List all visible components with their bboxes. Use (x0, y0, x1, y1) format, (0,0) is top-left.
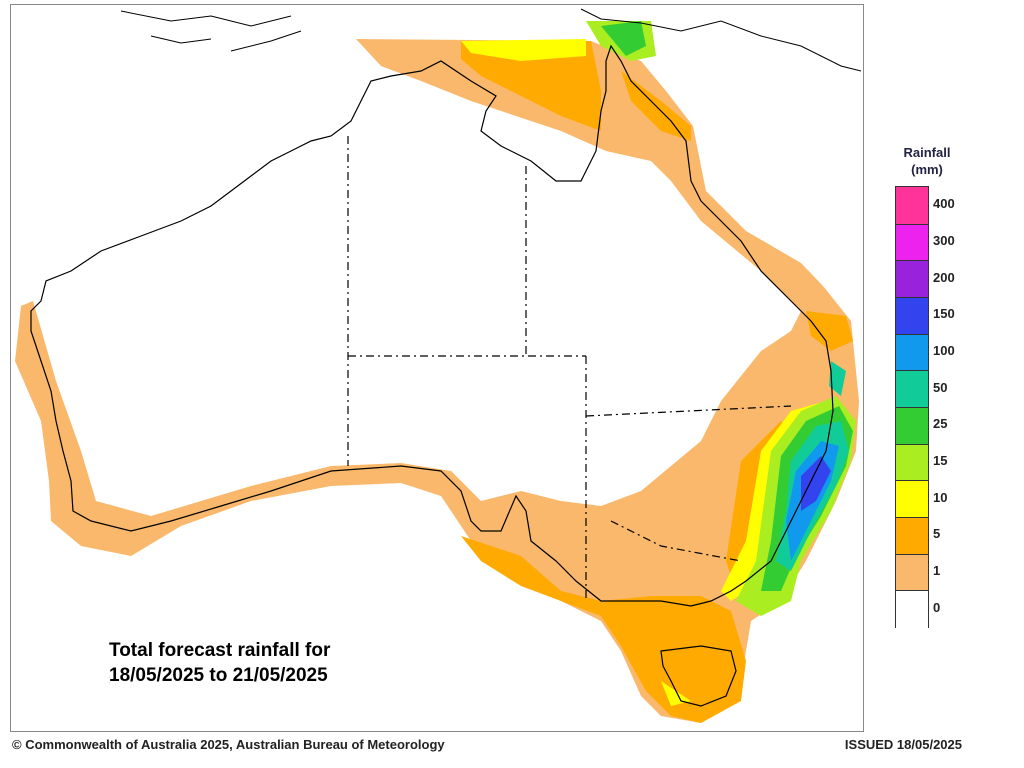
issued-date: ISSUED 18/05/2025 (844, 737, 962, 752)
legend-label-10: 10 (933, 489, 948, 505)
legend-swatch-0 (896, 590, 928, 628)
legend-label-150: 150 (933, 306, 955, 322)
legend-label-300: 300 (933, 233, 955, 248)
legend-swatch-25 (896, 407, 928, 445)
legend-swatch-1 (896, 553, 928, 592)
legend-swatch-200 (896, 260, 928, 298)
legend-label-1: 1 (933, 563, 941, 578)
map-title: Total forecast rainfall for 18/05/2025 t… (109, 638, 330, 688)
rain-band-1mm (15, 39, 859, 723)
legend-swatch-400 (896, 187, 928, 224)
legend-label-100: 100 (933, 343, 955, 358)
legend-swatch-5 (896, 517, 928, 555)
legend-swatch-300 (896, 223, 928, 262)
legend-swatch-100 (896, 333, 928, 372)
map-title-line2: 18/05/2025 to 21/05/2025 (109, 665, 328, 686)
map-title-line1: Total forecast rainfall for (109, 640, 331, 661)
legend-swatch-10 (896, 480, 928, 518)
legend-label-5: 5 (933, 526, 941, 542)
legend-label-200: 200 (933, 269, 955, 285)
legend-color-bar (895, 186, 929, 628)
rainfall-legend: Rainfall (mm) 400 300 200 150 100 50 25 15 10 5 1 0 (886, 144, 986, 634)
copyright-text: © Commonwealth of Australia 2025, Austra… (12, 737, 445, 752)
legend-title: Rainfall (mm) (886, 144, 968, 178)
legend-label-400: 400 (933, 196, 955, 212)
legend-title-line1: Rainfall (903, 145, 951, 160)
rain-band-150mm (801, 456, 831, 511)
legend-label-0: 0 (933, 599, 941, 615)
rainfall-map: Total forecast rainfall for 18/05/2025 t… (10, 4, 864, 732)
state-borders (347, 136, 792, 601)
new-guinea-coastline (580, 8, 862, 72)
coastline (30, 44, 834, 607)
tasmania-coastline (660, 645, 737, 707)
legend-swatch-15 (896, 443, 928, 482)
australia-map-svg (15, 8, 862, 723)
legend-swatch-150 (896, 297, 928, 335)
legend-label-25: 25 (933, 416, 948, 432)
indonesia-coastline (120, 10, 302, 52)
legend-swatch-50 (896, 370, 928, 408)
legend-label-15: 15 (933, 453, 948, 468)
legend-title-line2: (mm) (911, 162, 943, 177)
legend-label-50: 50 (933, 379, 948, 395)
